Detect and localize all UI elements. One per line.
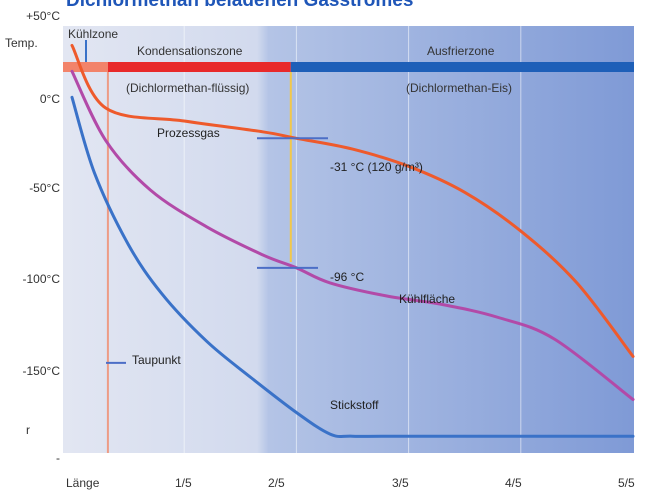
- zone-label-ausfrier-sub: (Dichlormethan-Eis): [406, 81, 512, 95]
- x-tick-label: 1/5: [175, 476, 192, 490]
- annotation-label: -96 °C: [330, 270, 364, 284]
- y-tick-label: -50°C: [29, 181, 60, 195]
- zone-label-kuehlzone: Kühlzone: [68, 27, 118, 41]
- zone-bar-ausfrier: [290, 62, 634, 72]
- y-tick-label: 0°C: [40, 92, 60, 106]
- x-axis: Länge 1/5 2/5 3/5 4/5 5/5: [66, 476, 635, 490]
- y-axis: +50°C 0°C -50°C -100°C -150°C -: [23, 9, 61, 465]
- annotation-label: Taupunkt: [132, 353, 181, 367]
- zone-label-kondensation: Kondensationszone: [137, 44, 243, 58]
- plot-background: [63, 26, 634, 453]
- x-tick-label: 4/5: [505, 476, 522, 490]
- zone-label-ausfrier: Ausfrierzone: [427, 44, 495, 58]
- x-tick-label: 5/5: [618, 476, 635, 490]
- x-tick-label: 3/5: [392, 476, 409, 490]
- y-tick-label: -100°C: [23, 272, 61, 286]
- zone-bar: [63, 62, 634, 453]
- series-label-stickstoff: Stickstoff: [330, 398, 379, 412]
- series-lines: [70, 43, 635, 438]
- series-line-stickstoff: [70, 95, 635, 438]
- y-tick-label: +50°C: [26, 9, 60, 23]
- zone-label-kondensation-sub: (Dichlormethan-flüssig): [126, 81, 249, 95]
- x-tick-label: Länge: [66, 476, 100, 490]
- annotations: -31 °C (120 g/m³) -96 °C Taupunkt: [106, 137, 423, 367]
- annotation-label: -31 °C (120 g/m³): [330, 160, 423, 174]
- stray-label: r: [26, 423, 30, 437]
- y-tick-label: -: [56, 451, 60, 465]
- series-label-k-hlfl-che: Kühlfläche: [399, 292, 455, 306]
- y-tick-label: -150°C: [23, 364, 61, 378]
- series-label-prozessgas: Prozessgas: [157, 126, 220, 140]
- x-gridlines: [183, 26, 522, 453]
- y-axis-title: Temp.: [5, 36, 38, 50]
- zone-bar-kondensation: [107, 62, 291, 72]
- series-labels: Prozessgas Kühlfläche Stickstoff: [157, 126, 455, 412]
- series-line-k-hlfl-che: [70, 69, 635, 401]
- series-line-prozessgas: [70, 43, 635, 358]
- chart-title: Dichlormethan beladenen Gasstromes: [66, 0, 413, 11]
- x-tick-label: 2/5: [268, 476, 285, 490]
- zone-bar-kuehl: [63, 62, 108, 72]
